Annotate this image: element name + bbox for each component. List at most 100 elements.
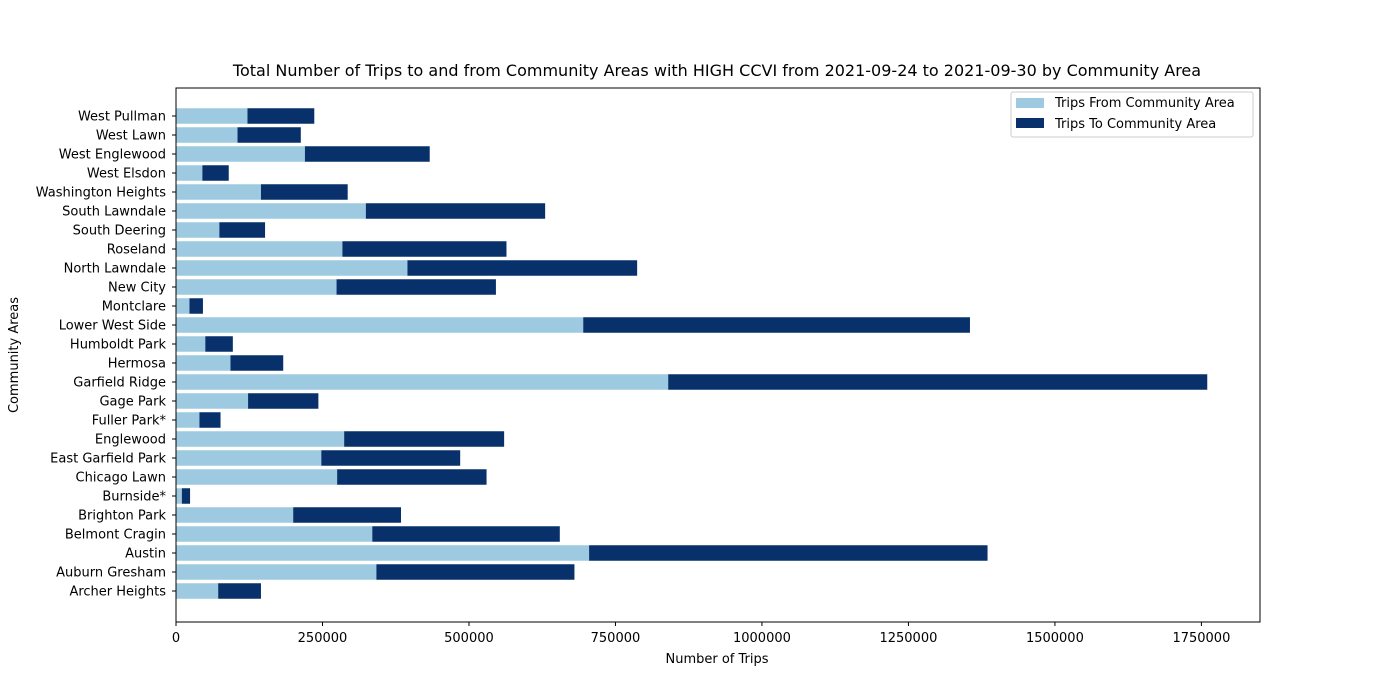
y-tick-label: Lower West Side: [59, 319, 166, 334]
bar-to-auburn-gresham: [376, 564, 575, 580]
legend-swatch-to: [1016, 118, 1044, 128]
y-tick-label: Roseland: [107, 243, 166, 258]
y-tick-label: Washington Heights: [36, 186, 167, 201]
bar-to-burnside: [181, 488, 191, 504]
y-tick-label: Burnside*: [102, 490, 166, 505]
bar-to-gage-park: [248, 393, 319, 409]
legend: Trips From Community Area Trips To Commu…: [1010, 91, 1254, 138]
bar-to-east-garfield-park: [321, 450, 461, 466]
bar-from-south-deering: [176, 222, 220, 238]
y-tick-label: Archer Heights: [69, 585, 166, 600]
bar-to-fuller-park: [199, 412, 221, 428]
bar-from-east-garfield-park: [176, 450, 322, 466]
bar-to-chicago-lawn: [337, 469, 487, 485]
y-tick-label: Gage Park: [99, 395, 166, 410]
bar-to-montclare: [189, 298, 203, 314]
y-tick-label: West Pullman: [78, 110, 166, 125]
y-axis: Archer Heights Auburn Gresham Austin Belmon…: [36, 110, 176, 600]
legend-box: [1010, 91, 1254, 138]
y-tick-label: New City: [108, 281, 166, 296]
x-tick-label: 0: [172, 631, 180, 646]
x-axis-title: Number of Trips: [665, 652, 768, 667]
bar-to-garfield-ridge: [668, 374, 1208, 390]
bar-to-austin: [589, 545, 988, 561]
x-tick-label: 1500000: [1026, 631, 1084, 646]
bar-to-south-lawndale: [365, 203, 546, 219]
x-axis: 0 250000 500000 750000 1000000 1250000 1500000…: [172, 622, 1230, 646]
bar-from-fuller-park: [176, 412, 200, 428]
y-tick-label: North Lawndale: [64, 262, 166, 277]
bar-from-burnside: [176, 488, 182, 504]
y-tick-label: Brighton Park: [78, 509, 166, 524]
y-tick-label: East Garfield Park: [50, 452, 166, 467]
bar-from-north-lawndale: [176, 260, 408, 276]
y-tick-label: Chicago Lawn: [76, 471, 166, 486]
y-axis-title: Community Areas: [7, 297, 22, 413]
bar-from-auburn-gresham: [176, 564, 377, 580]
bar-from-belmont-cragin: [176, 526, 373, 542]
bar-to-hermosa: [230, 355, 284, 371]
y-tick-label: Belmont Cragin: [65, 528, 166, 543]
bar-from-montclare: [176, 298, 190, 314]
bar-to-new-city: [336, 279, 496, 295]
bar-to-belmont-cragin: [372, 526, 560, 542]
bar-from-englewood: [176, 431, 345, 447]
bars-group: [176, 108, 1208, 599]
bar-to-archer-heights: [218, 583, 261, 599]
bar-from-washington-heights: [176, 184, 261, 200]
bar-to-englewood: [344, 431, 505, 447]
bar-from-new-city: [176, 279, 337, 295]
bar-from-garfield-ridge: [176, 374, 669, 390]
y-tick-label: Hermosa: [108, 357, 166, 372]
bar-to-west-englewood: [304, 146, 430, 162]
y-tick-label: South Lawndale: [62, 205, 166, 220]
bar-to-south-deering: [219, 222, 266, 238]
bar-from-south-lawndale: [176, 203, 366, 219]
bar-from-archer-heights: [176, 583, 219, 599]
bar-to-west-elsdon: [202, 165, 229, 181]
bar-to-west-lawn: [237, 127, 301, 143]
x-tick-label: 1250000: [879, 631, 937, 646]
legend-swatch-from: [1016, 98, 1044, 108]
bar-to-lower-west-side: [583, 317, 970, 333]
x-tick-label: 500000: [444, 631, 494, 646]
bar-from-west-englewood: [176, 146, 305, 162]
bar-from-hermosa: [176, 355, 231, 371]
x-tick-label: 1750000: [1172, 631, 1230, 646]
bar-from-brighton-park: [176, 507, 294, 523]
bar-to-humboldt-park: [205, 336, 233, 352]
bar-from-west-lawn: [176, 127, 238, 143]
bar-from-roseland: [176, 241, 343, 257]
legend-label-from: Trips From Community Area: [1054, 96, 1235, 111]
bar-to-west-pullman: [247, 108, 315, 124]
bar-to-north-lawndale: [407, 260, 638, 276]
y-tick-label: Auburn Gresham: [56, 566, 166, 581]
y-tick-label: Montclare: [102, 300, 166, 315]
legend-label-to: Trips To Community Area: [1054, 117, 1216, 132]
y-tick-label: West Englewood: [59, 148, 166, 163]
y-tick-label: West Lawn: [96, 129, 166, 144]
y-tick-label: South Deering: [73, 224, 166, 239]
bar-to-washington-heights: [260, 184, 348, 200]
x-tick-label: 750000: [591, 631, 641, 646]
plot-frame: [175, 87, 1261, 623]
bar-from-gage-park: [176, 393, 249, 409]
chart-title: Total Number of Trips to and from Commun…: [232, 61, 1201, 80]
bar-from-west-elsdon: [176, 165, 203, 181]
x-tick-label: 1000000: [733, 631, 791, 646]
x-tick-label: 250000: [298, 631, 348, 646]
y-tick-label: Fuller Park*: [92, 414, 167, 429]
y-tick-label: Garfield Ridge: [73, 376, 166, 391]
bar-to-roseland: [342, 241, 507, 257]
y-tick-label: Humboldt Park: [70, 338, 167, 353]
bar-from-chicago-lawn: [176, 469, 338, 485]
bar-from-humboldt-park: [176, 336, 206, 352]
bar-from-austin: [176, 545, 590, 561]
y-tick-label: West Elsdon: [87, 167, 166, 182]
bar-from-lower-west-side: [176, 317, 584, 333]
bar-from-west-pullman: [176, 108, 248, 124]
y-tick-label: Austin: [125, 547, 166, 562]
bar-to-brighton-park: [293, 507, 402, 523]
